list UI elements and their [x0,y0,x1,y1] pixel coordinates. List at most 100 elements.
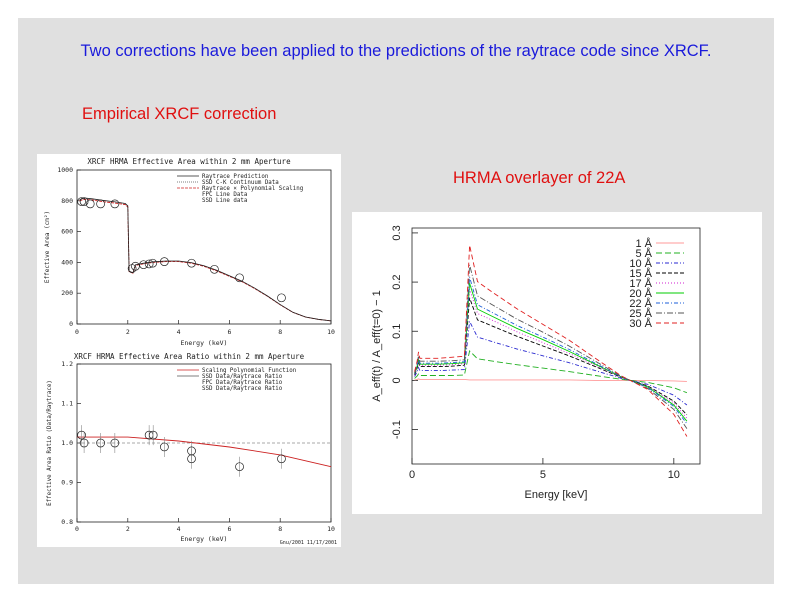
overlayer-label: HRMA overlayer of 22A [453,169,626,187]
slide-heading: Two corrections have been applied to the… [80,42,712,60]
y-tick-label: -0.1 [391,420,403,439]
y-tick-label: 1.1 [61,400,73,408]
plot-frame [76,169,332,325]
x-tick-label: 6 [227,328,231,336]
fpc-data-point [131,261,140,271]
plot-frame [411,227,701,465]
y-tick-label: 0.9 [61,479,73,487]
x-tick-label: 8 [278,525,282,533]
overlayer-series-line [414,378,687,382]
y-axis-label: A_eff(t) / A_eff(t=0) − 1 [371,290,383,402]
y-axis-label: Effective Area Ratio (Data/Raytrace) [47,380,53,506]
overlayer-series-line [414,319,688,406]
fpc-data-point [85,199,95,209]
legend-entry: FPC Line Data [202,192,247,198]
x-axis-label: Energy (keV) [181,535,228,543]
x-tick-label: 2 [126,525,130,533]
legend-entry: SSD C-K Continuum Data [202,180,279,186]
chart-title: XRCF HRMA Effective Area within 2 mm Ape… [87,157,291,166]
y-tick-label: 800 [61,197,73,205]
x-tick-label: 10 [327,525,335,533]
scaling-polynomial-line [77,436,332,468]
x-tick-label: 8 [278,328,282,336]
x-tick-label: 5 [540,469,546,481]
y-tick-label: 1.2 [61,360,73,368]
fpc-data-point [235,273,244,283]
legend-entry: FPC Data/Raytrace Ratio [202,380,283,386]
x-tick-label: 4 [177,525,181,533]
effective-area-chart: XRCF HRMA Effective Area within 2 mm Ape… [44,157,335,347]
overlayer-plot-panel: 0 5 10 -0.1 0 0.1 0.2 0.3 Energy [keV] A_eff(t) /… [352,212,762,514]
legend-entry: 1 Å [635,237,652,250]
y-tick-label: 200 [61,289,73,297]
fpc-ratio-point [79,438,89,448]
raytrace-prediction-line [79,197,332,322]
fpc-ratio-point [160,442,169,452]
fpc-ratio-point [235,462,244,472]
legend-entry: 15 Å [629,267,652,280]
x-tick-label: 0 [75,328,79,336]
y-tick-label: 0 [391,377,403,383]
fpc-data-point [187,258,196,268]
legend-entry: 5 Å [635,247,652,260]
y-tick-label: 0.1 [391,324,403,339]
fpc-data-point [110,199,120,209]
x-tick-label: 0 [75,525,79,533]
overlayer-series-line [414,288,688,419]
overlayer-chart: 0 5 10 -0.1 0 0.1 0.2 0.3 Energy [keV] A_eff(t) /… [371,225,701,501]
x-tick-label: 0 [409,469,415,481]
y-tick-label: 0.3 [391,225,403,240]
fpc-data-point [160,257,169,266]
y-axis-label: Effective Area (cm²) [44,211,51,283]
legend-entry: Raytrace × Polynomial Scaling [202,186,303,192]
x-tick-label: 2 [126,328,130,336]
legend-entry: SSD Data/Raytrace Ratio [202,386,283,392]
fpc-ratio-point [77,430,86,440]
legend-entry: 17 Å [629,277,652,290]
y-tick-label: 0 [69,320,73,328]
y-tick-label: 0.8 [61,518,73,526]
fpc-ratio-point [277,454,286,464]
legend-entry: Scaling Polynomial Function [202,368,296,374]
y-tick-label: 600 [61,228,73,236]
area-ratio-chart: XRCF HRMA Effective Area Ratio within 2 … [47,352,337,546]
y-tick-label: 0.2 [391,274,403,289]
fpc-data-point [127,264,137,273]
legend-entry: 22 Å [629,297,652,310]
legend-entry: 20 Å [629,287,652,300]
fpc-data-point [277,293,286,303]
plot-footer: Gnu/2001 11/17/2001 [280,540,337,546]
xrcf-plots-panel: XRCF HRMA Effective Area within 2 mm Ape… [37,154,341,547]
x-tick-label: 4 [177,328,181,336]
x-tick-label: 10 [668,469,680,481]
chart-title: XRCF HRMA Effective Area Ratio within 2 … [74,352,305,361]
x-axis-label: Energy [keV] [525,489,588,501]
overlayer-series-line [414,264,688,429]
fpc-data-point [77,197,86,206]
empirical-correction-label: Empirical XRCF correction [82,105,277,123]
fpc-data-point [210,264,219,274]
legend-entry: SSD Line data [202,198,247,204]
fpc-data-point [139,260,148,270]
y-tick-label: 400 [61,258,73,266]
fpc-ratio-point [96,438,105,448]
y-tick-label: 1.0 [61,439,73,447]
legend-entry: 10 Å [629,257,652,270]
x-tick-label: 6 [227,525,231,533]
legend-entry: 30 Å [629,317,652,330]
x-axis-label: Energy (keV) [181,339,228,347]
fpc-data-point [79,197,89,206]
fpc-ratio-point [110,438,120,448]
fpc-data-point [144,259,154,269]
overlayer-series-line [414,245,688,437]
fpc-ratio-point [148,430,158,440]
overlayer-series-line [414,277,688,424]
fpc-data-point [96,199,105,209]
y-tick-label: 1000 [57,166,73,174]
x-tick-label: 10 [327,328,335,336]
legend-entry: SSD Data/Raytrace Ratio [202,374,283,380]
legend-entry: Raytrace Prediction [202,174,268,180]
fpc-ratio-point [187,454,196,464]
legend-entry: 25 Å [629,307,652,320]
scaled-raytrace-line [79,198,332,322]
